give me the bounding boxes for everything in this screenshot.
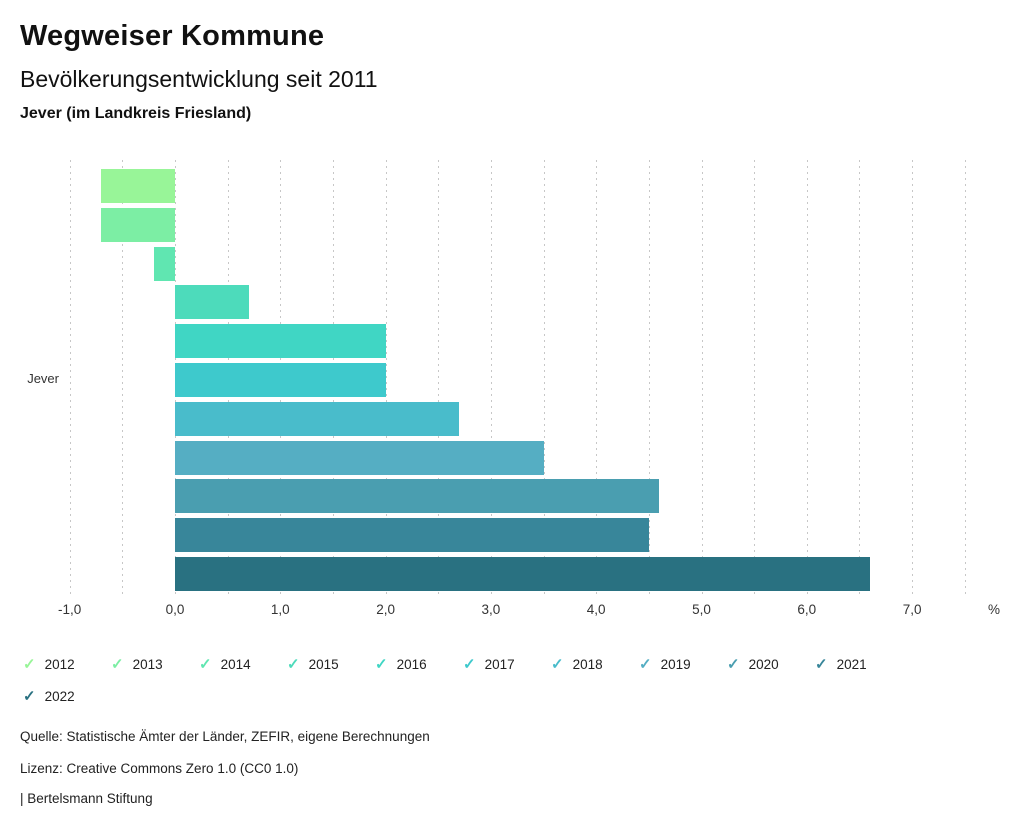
bar-2016 [175, 324, 386, 358]
gridline [490, 160, 492, 598]
x-tick-label: 5,0 [692, 602, 711, 617]
legend-item-2018[interactable]: ✓ 2018 [548, 652, 636, 677]
checkmark-icon: ✓ [815, 656, 828, 673]
legend-item-2015[interactable]: ✓ 2015 [284, 652, 372, 677]
bar-2022 [175, 557, 870, 591]
legend-year-label: 2021 [836, 657, 867, 672]
gridline [701, 160, 703, 598]
gridline [754, 160, 756, 598]
x-tick-label: 4,0 [586, 602, 606, 617]
gridline [648, 160, 650, 598]
legend-year-label: 2018 [572, 657, 603, 672]
legend-item-2017[interactable]: ✓ 2017 [460, 652, 548, 677]
gridline [438, 160, 440, 598]
x-tick-label: 0,0 [165, 602, 185, 617]
checkmark-icon: ✓ [199, 656, 212, 673]
plot-area [0, 160, 1024, 598]
legend-item-2012[interactable]: ✓ 2012 [20, 652, 108, 677]
legend-year-label: 2017 [484, 657, 515, 672]
gridline [964, 160, 966, 598]
checkmark-icon: ✓ [727, 656, 740, 673]
checkmark-icon: ✓ [639, 656, 652, 673]
checkmark-icon: ✓ [23, 688, 36, 705]
legend-item-2020[interactable]: ✓ 2020 [724, 652, 812, 677]
x-tick-label: -1,0 [58, 602, 82, 617]
bar-2015 [175, 285, 249, 319]
legend-item-2013[interactable]: ✓ 2013 [108, 652, 196, 677]
checkmark-icon: ✓ [375, 656, 388, 673]
gridline [596, 160, 598, 598]
legend: ✓ 2012 ✓ 2013 ✓ 2014 ✓ 2015 ✓ 2016 ✓ 2017 ✓ 2018 ✓ 2019… [20, 652, 920, 709]
gridline [385, 160, 387, 598]
legend-item-2014[interactable]: ✓ 2014 [196, 652, 284, 677]
chart-title: Bevölkerungsentwicklung seit 2011 [20, 66, 378, 92]
legend-item-2019[interactable]: ✓ 2019 [636, 652, 724, 677]
checkmark-icon: ✓ [551, 656, 564, 673]
x-tick-label: 7,0 [902, 602, 922, 617]
legend-year-label: 2013 [132, 657, 163, 672]
legend-item-2016[interactable]: ✓ 2016 [372, 652, 460, 677]
legend-item-2022[interactable]: ✓ 2022 [20, 684, 108, 709]
y-category-label: Jever [27, 371, 59, 386]
x-tick-label: 2,0 [376, 602, 395, 617]
x-tick-label: 3,0 [481, 602, 501, 617]
legend-year-label: 2022 [44, 689, 75, 704]
source-line: Quelle: Statistische Ämter der Länder, Z… [20, 729, 430, 744]
bar-2021 [175, 518, 649, 552]
checkmark-icon: ✓ [111, 656, 124, 673]
license-line: Lizenz: Creative Commons Zero 1.0 (CC0 1… [20, 761, 299, 776]
legend-year-label: 2015 [308, 657, 339, 672]
attribution-line: | Bertelsmann Stiftung [20, 791, 153, 806]
region-label: Jever (im Landkreis Friesland) [20, 105, 252, 122]
gridline [543, 160, 545, 598]
bar-2019 [175, 441, 544, 475]
legend-year-label: 2019 [660, 657, 691, 672]
bar-2018 [175, 402, 460, 436]
x-axis-unit-label: % [987, 602, 1001, 617]
checkmark-icon: ✓ [287, 656, 300, 673]
gridline [806, 160, 808, 598]
gridline [122, 160, 124, 598]
checkmark-icon: ✓ [23, 656, 36, 673]
legend-year-label: 2020 [748, 657, 779, 672]
legend-year-label: 2016 [396, 657, 427, 672]
legend-year-label: 2014 [220, 657, 251, 672]
bar-2020 [175, 479, 660, 513]
bar-2012 [101, 169, 175, 203]
x-axis: % -1,0 0,0 1,0 2,0 3,0 4,0 5,0 6,0 7,0 [0, 602, 1024, 620]
checkmark-icon: ✓ [463, 656, 476, 673]
x-tick-label: 6,0 [797, 602, 817, 617]
page-title: Wegweiser Kommune [20, 20, 325, 52]
x-tick-label: 1,0 [270, 602, 290, 617]
gridline [859, 160, 861, 598]
gridline [912, 160, 914, 598]
bar-2013 [101, 208, 175, 242]
legend-item-2021[interactable]: ✓ 2021 [812, 652, 900, 677]
bar-2017 [175, 363, 386, 397]
bar-2014 [153, 247, 175, 281]
legend-year-label: 2012 [44, 657, 75, 672]
gridline [69, 160, 71, 598]
